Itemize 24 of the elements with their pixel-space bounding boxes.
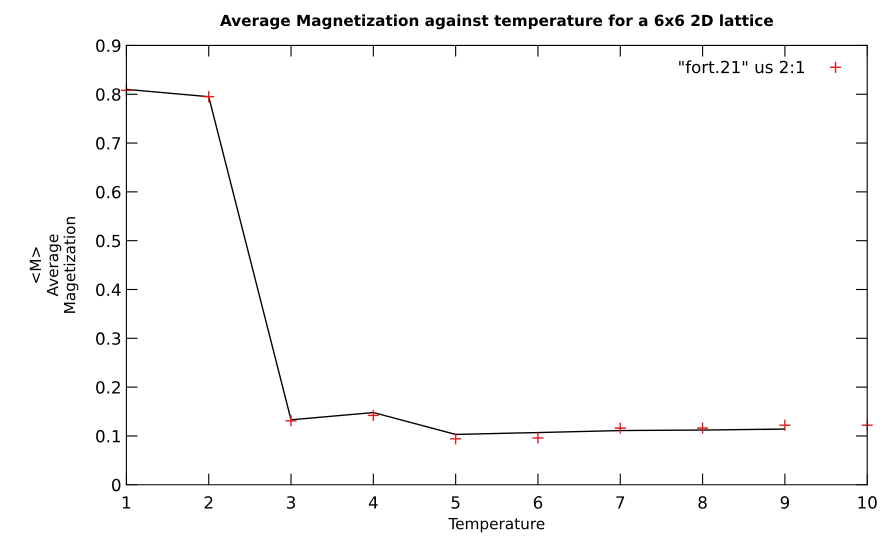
y-tick-label: 0.2 — [96, 381, 120, 394]
legend-label: "fort.21" us 2:1 — [679, 60, 804, 74]
x-axis-title: Temperature — [448, 518, 544, 532]
x-tick-label: 8 — [698, 496, 707, 509]
x-tick-label: 3 — [287, 496, 295, 509]
y-tick-label: 0.4 — [96, 283, 121, 296]
y-tick-label: 0.9 — [96, 39, 120, 52]
x-tick-label: 6 — [534, 496, 542, 509]
x-tick-label: 9 — [780, 496, 790, 509]
y-tick-label: 0.1 — [96, 430, 120, 443]
x-tick-label: 1 — [122, 496, 130, 509]
y-tick-label: 0.7 — [96, 137, 120, 150]
chart-title: Average Magnetization against temperature for a 6x6 2D lattice — [220, 14, 773, 30]
x-tick-label: 10 — [858, 496, 877, 509]
y-tick-label: 0.5 — [96, 234, 120, 248]
x-tick-label: 2 — [204, 496, 212, 509]
x-tick-label: 5 — [452, 496, 460, 509]
y-tick-label: 0.6 — [96, 186, 120, 198]
y-tick-label: 0.8 — [96, 88, 120, 101]
y-tick-label: 0.3 — [96, 332, 120, 345]
x-tick-label: 4 — [368, 496, 378, 509]
y-axis-title: <M> Average Magetization — [30, 217, 78, 313]
y-tick-label: 0 — [112, 478, 120, 492]
x-tick-label: 7 — [616, 496, 624, 509]
